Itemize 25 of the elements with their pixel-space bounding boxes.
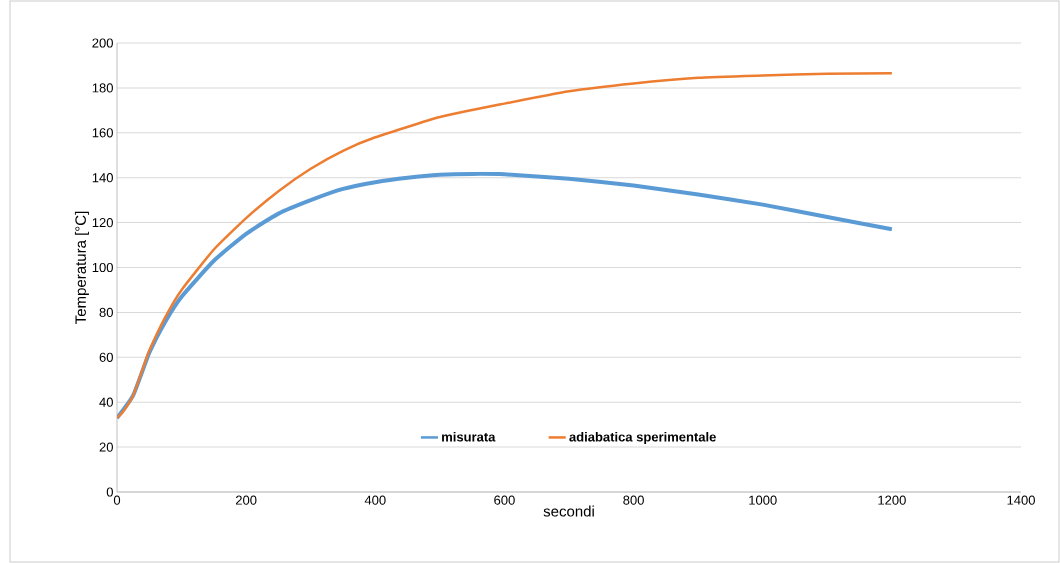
x-tick-label: 1400: [1007, 495, 1035, 505]
y-tick-label: 120: [92, 217, 113, 228]
legend-label: misurata: [442, 431, 496, 442]
y-tick-label: 180: [92, 83, 113, 93]
line-series: [117, 171, 894, 420]
x-tick-label: 1000: [749, 495, 777, 505]
y-tick-label: 40: [99, 397, 113, 407]
y-tick-label: 100: [92, 262, 113, 273]
y-tick-label: 140: [92, 173, 113, 183]
x-tick-label: 1200: [878, 495, 906, 505]
y-tick-label: 80: [99, 307, 113, 317]
x-tick-label: 0: [113, 495, 121, 505]
x-tick-label: 600: [494, 495, 515, 505]
x-tick-label: 400: [364, 495, 386, 505]
y-tick-label: 160: [92, 128, 113, 138]
y-axis-title: Temperatura [°C]: [74, 211, 89, 324]
x-axis-title: secondi: [543, 505, 594, 517]
y-tick-label: 20: [99, 442, 113, 452]
y-tick-label: 60: [99, 352, 113, 362]
line-series: [117, 72, 894, 420]
legend-label: adiabatica sperimentale: [569, 431, 716, 445]
y-tick-label: 200: [92, 38, 113, 48]
x-tick-label: 200: [235, 495, 257, 505]
y-tick-label: 0: [106, 487, 113, 497]
x-tick-label: 800: [623, 495, 644, 505]
